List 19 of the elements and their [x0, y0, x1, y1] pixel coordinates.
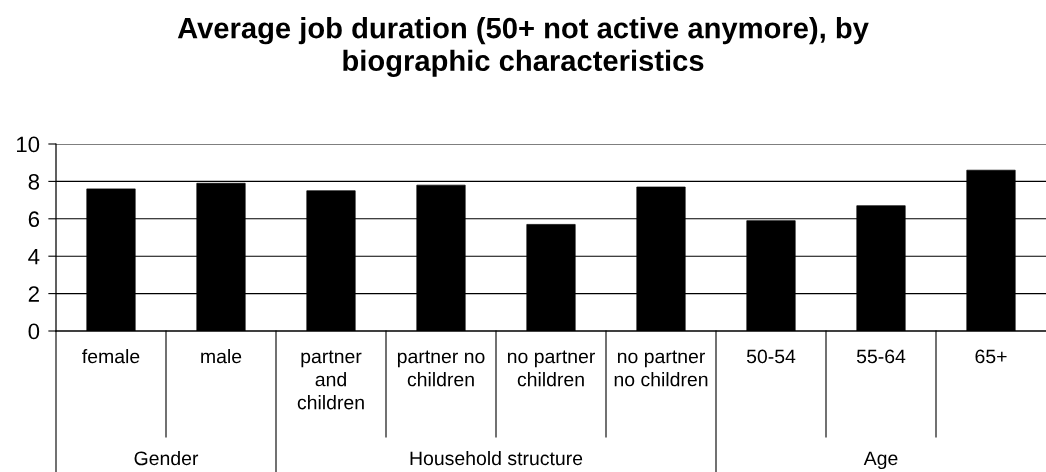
x-tick-label: no partner children: [507, 350, 595, 387]
x-tick-label: no partner no children: [614, 350, 708, 387]
x-tick-label: 55-64: [856, 349, 906, 364]
x-tick-label: female: [82, 349, 140, 364]
y-tick-label: 4: [28, 248, 40, 265]
y-tick-label: 2: [28, 286, 39, 302]
x-tick-label: partner and children: [297, 350, 364, 410]
text: Gender: [134, 450, 199, 466]
text: Household structure: [410, 450, 583, 466]
y-tick-label: 6: [28, 211, 40, 228]
y-tick-label: 10: [17, 136, 40, 153]
y-tick-label: 8: [28, 173, 40, 190]
x-tick-label: 50-54: [746, 349, 796, 364]
y-tick-label: 0: [28, 323, 40, 340]
x-tick-label: 65+: [975, 349, 1007, 364]
x-tick-label: male: [201, 349, 242, 364]
x-tick-label: partner no children: [397, 350, 485, 387]
chart-title: Average job duration (50+ not active anymore), by biographic characteristics: [177, 17, 869, 77]
text: Age: [863, 451, 898, 470]
